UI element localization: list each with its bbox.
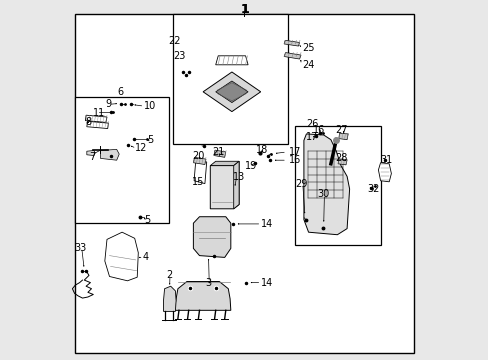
Text: 23: 23 [172,51,185,61]
Text: 19: 19 [244,161,257,171]
Text: 11: 11 [93,108,105,118]
Text: 16: 16 [288,155,301,165]
Text: 33: 33 [75,243,87,253]
Text: 17: 17 [288,147,301,157]
Text: 3: 3 [205,278,211,288]
Polygon shape [85,115,107,122]
Text: 4: 4 [142,252,149,262]
Text: 5: 5 [144,215,150,225]
Text: 15: 15 [191,177,203,187]
Polygon shape [174,282,230,310]
Polygon shape [193,157,205,165]
Polygon shape [87,121,108,129]
Polygon shape [194,159,206,184]
Text: 21: 21 [212,147,224,157]
Polygon shape [303,134,349,235]
Text: 22: 22 [168,36,180,46]
Polygon shape [284,53,301,59]
Text: 24: 24 [302,60,314,70]
Polygon shape [378,163,390,182]
Text: 14: 14 [260,278,272,288]
Polygon shape [215,56,247,65]
Text: 5: 5 [147,135,153,145]
Polygon shape [215,81,247,103]
Text: 25: 25 [302,42,314,53]
Polygon shape [87,150,95,156]
Polygon shape [203,72,260,112]
Bar [294,126,381,245]
Text: 9: 9 [105,99,111,109]
Text: 29: 29 [295,179,307,189]
Text: 17: 17 [305,132,318,142]
Polygon shape [233,161,239,209]
Text: 1: 1 [240,3,248,15]
Text: 18: 18 [256,145,268,155]
Polygon shape [213,150,225,157]
Text: 12: 12 [135,143,147,153]
Text: 26: 26 [305,119,318,129]
Polygon shape [163,286,176,311]
Polygon shape [338,133,347,140]
Text: 8: 8 [85,117,91,127]
Text: 10: 10 [143,101,156,111]
Polygon shape [284,40,299,46]
Text: 1: 1 [240,3,248,15]
Text: 13: 13 [232,172,244,182]
Text: 27: 27 [335,125,347,135]
Polygon shape [210,161,239,209]
Text: 31: 31 [380,155,392,165]
Polygon shape [193,217,230,257]
Text: 14: 14 [260,219,272,229]
Bar [75,97,168,223]
Text: 16: 16 [312,125,324,135]
Polygon shape [337,159,346,165]
Text: 7: 7 [88,152,95,162]
Polygon shape [210,161,239,166]
Text: 6: 6 [117,87,123,97]
Polygon shape [101,149,119,160]
Text: 32: 32 [366,184,379,194]
Text: 2: 2 [165,270,172,280]
Text: 30: 30 [316,189,328,199]
Polygon shape [104,232,138,281]
Bar [172,14,287,144]
Text: 20: 20 [192,150,204,161]
Text: 28: 28 [334,153,346,163]
